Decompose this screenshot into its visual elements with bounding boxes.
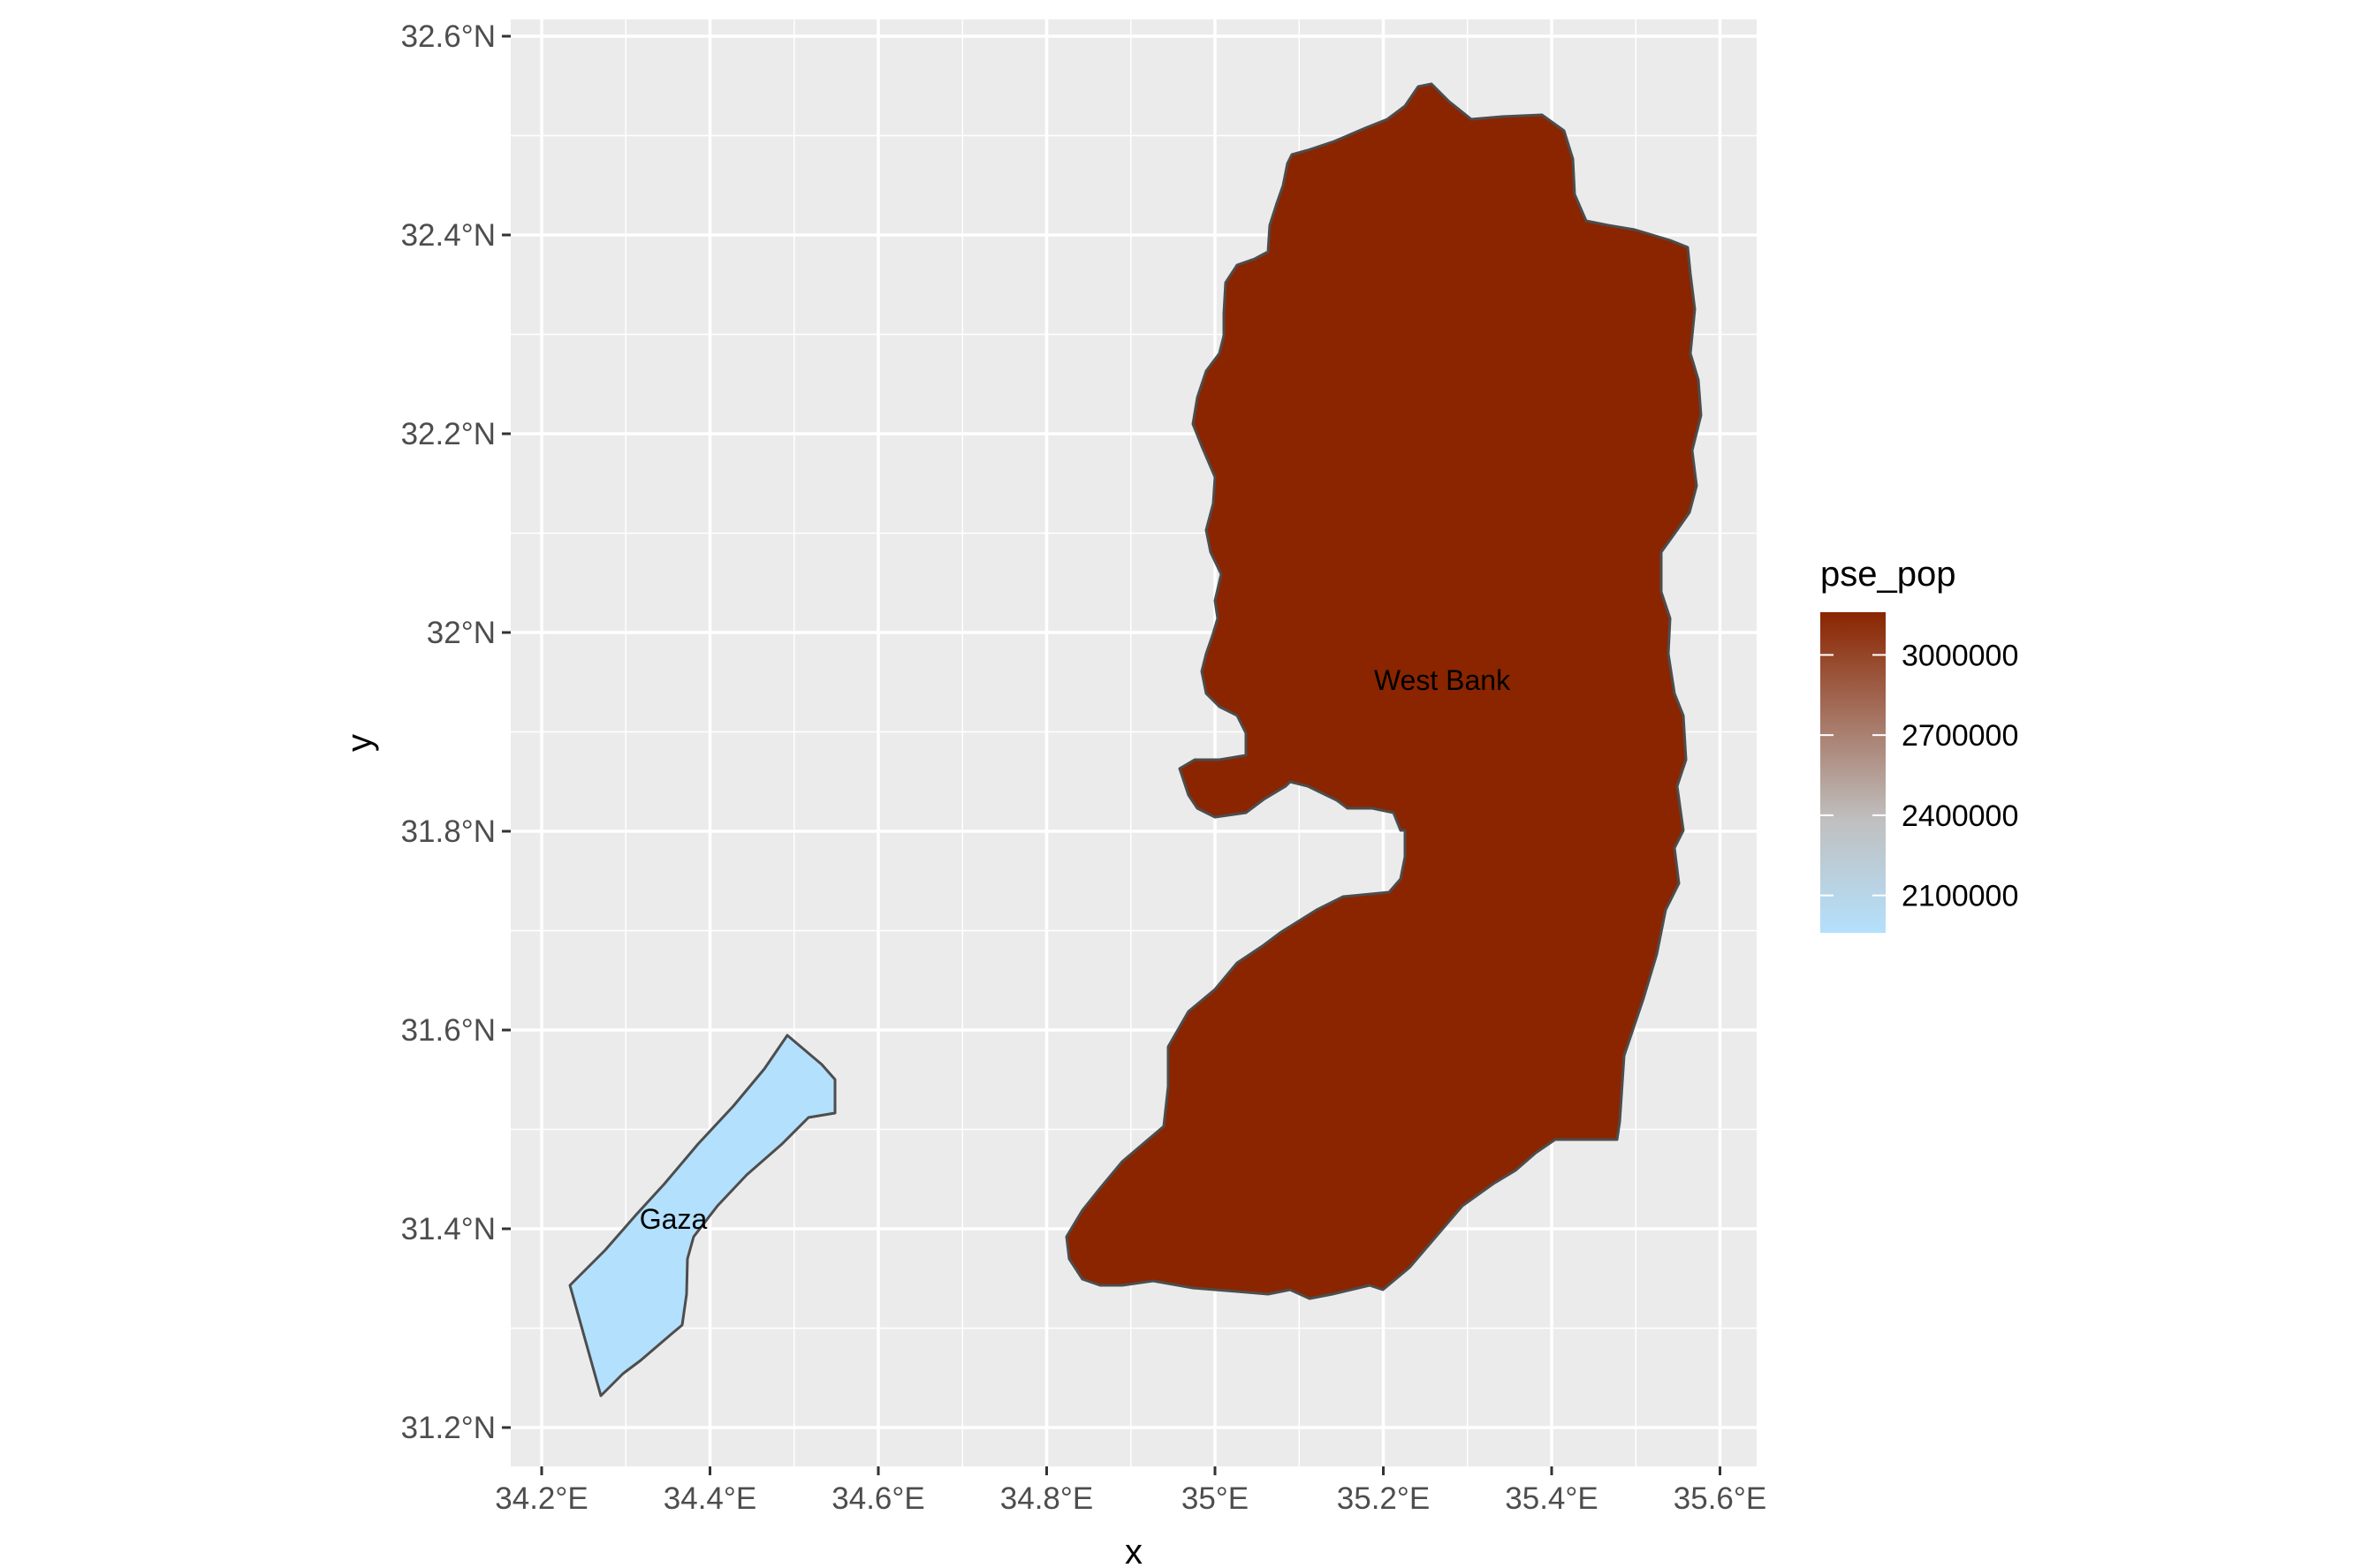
legend-label: 2700000 — [1902, 719, 2018, 753]
y-axis-title: y — [340, 734, 379, 752]
y-tick-label: 31.4°N — [401, 1212, 496, 1246]
legend-label: 2100000 — [1902, 880, 2018, 913]
y-tick-label: 31.6°N — [401, 1013, 496, 1048]
x-tick-label: 35°E — [1181, 1481, 1249, 1516]
x-tick-label: 34.6°E — [831, 1481, 924, 1516]
y-tick-label: 32.4°N — [401, 218, 496, 253]
legend: pse_pop 3000000 2700000 2400000 2100000 — [1820, 555, 2018, 933]
x-tick-label: 35.4°E — [1505, 1481, 1598, 1516]
x-axis-title: x — [1125, 1533, 1143, 1568]
x-tick-label: 35.2°E — [1337, 1481, 1430, 1516]
region-label-west-bank: West Bank — [1374, 664, 1511, 696]
legend-colorbar — [1820, 612, 1886, 933]
x-tick-label: 34.4°E — [664, 1481, 756, 1516]
legend-title: pse_pop — [1820, 555, 1955, 594]
region-label-gaza: Gaza — [640, 1203, 708, 1235]
y-tick-label: 32.6°N — [401, 19, 496, 54]
y-tick-label: 32.2°N — [401, 417, 496, 451]
y-tick-label: 31.2°N — [401, 1411, 496, 1445]
x-tick-label: 34.8°E — [1000, 1481, 1093, 1516]
y-tick-label: 31.8°N — [401, 814, 496, 849]
legend-label: 3000000 — [1902, 639, 2018, 672]
region-west-bank — [1065, 82, 1703, 1300]
region-gaza — [568, 1034, 837, 1398]
legend-label: 2400000 — [1902, 799, 2018, 833]
x-tick-label: 34.2°E — [495, 1481, 588, 1516]
y-tick-label: 32°N — [427, 616, 496, 650]
x-tick-label: 35.6°E — [1674, 1481, 1766, 1516]
